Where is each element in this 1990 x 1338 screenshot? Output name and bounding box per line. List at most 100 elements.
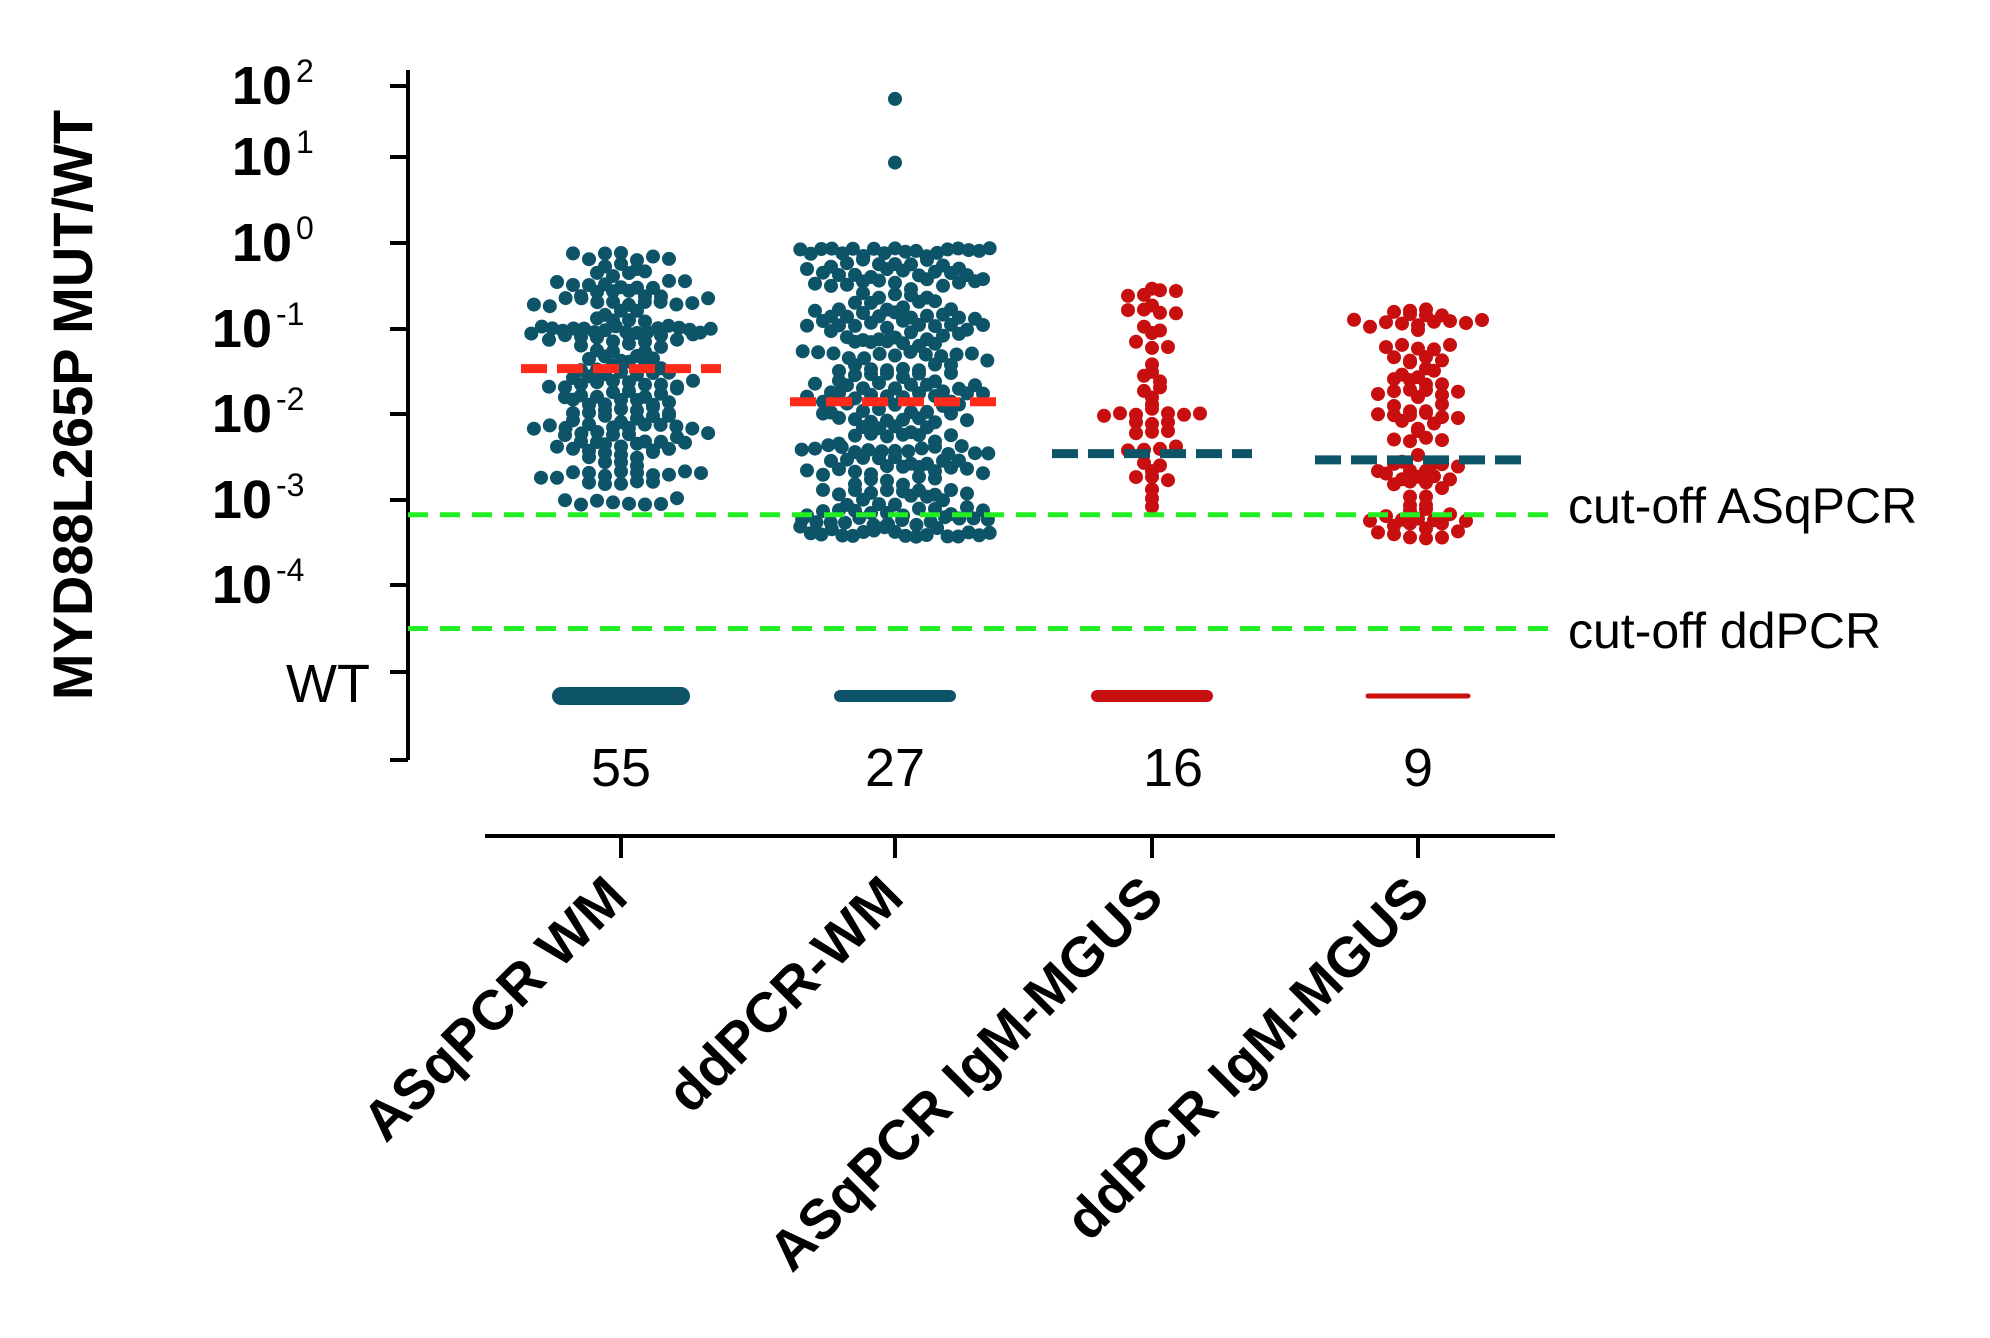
data-point (542, 418, 557, 433)
data-point (951, 529, 966, 544)
y-tick-group-2: 10 0 (232, 210, 408, 273)
y-tick-group-wt: WT (286, 654, 408, 714)
medians-layer (521, 364, 1521, 465)
data-point (582, 252, 596, 267)
data-point (888, 419, 902, 434)
data-point (542, 332, 556, 347)
data-point (872, 421, 886, 436)
data-point (1419, 302, 1433, 317)
data-point (558, 380, 572, 395)
data-point (669, 297, 684, 312)
data-point (972, 528, 987, 543)
data-point (920, 308, 934, 323)
y-tick-exponent: 0 (296, 210, 314, 246)
data-point (1427, 363, 1441, 378)
data-point (960, 500, 974, 515)
data-point (622, 496, 636, 511)
data-point (1153, 305, 1167, 320)
data-point (526, 297, 541, 312)
data-point (662, 467, 676, 482)
data-point (920, 252, 934, 267)
data-point (1427, 469, 1441, 484)
data-point (1403, 404, 1417, 419)
data-point (669, 419, 684, 434)
data-point (976, 272, 990, 287)
data-point (832, 462, 846, 477)
data-point (1169, 284, 1183, 298)
data-point (650, 321, 665, 336)
wt-count-2: 16 (1143, 738, 1203, 798)
data-point (1435, 308, 1449, 323)
data-point (606, 385, 620, 400)
y-tick-group-1: 10 1 (232, 124, 408, 187)
data-point (582, 417, 596, 432)
data-point (920, 456, 934, 471)
data-point (1347, 312, 1361, 327)
wt-count-1: 27 (865, 738, 925, 798)
data-point (912, 317, 926, 332)
data-point (574, 388, 588, 403)
data-point (1395, 316, 1409, 331)
data-point (840, 309, 854, 324)
data-point (686, 373, 700, 388)
data-point (566, 465, 580, 480)
data-point (864, 485, 878, 500)
data-point (832, 410, 846, 425)
data-point (1161, 415, 1175, 430)
data-point (1419, 405, 1433, 420)
data-point (872, 309, 886, 324)
data-point (614, 439, 628, 454)
data-point (909, 243, 924, 258)
data-point (558, 420, 573, 435)
data-point (880, 366, 894, 381)
y-tick-group-4: 10 -2 (212, 381, 408, 444)
data-point (1371, 407, 1385, 422)
data-point (1403, 434, 1417, 449)
data-point (590, 389, 604, 404)
y-tick-exponent: 1 (296, 124, 314, 160)
data-point (629, 325, 644, 340)
data-point (1137, 368, 1151, 383)
data-point (840, 256, 854, 271)
data-point (838, 515, 852, 530)
data-point (944, 266, 958, 280)
data-point (954, 439, 969, 454)
data-point (1371, 387, 1385, 401)
data-point (1097, 408, 1111, 423)
data-point (920, 377, 934, 392)
data-point (646, 409, 660, 424)
data-point (630, 450, 644, 465)
data-point (614, 415, 628, 429)
data-point (670, 491, 684, 506)
data-point (1411, 424, 1425, 438)
data-point (976, 466, 990, 481)
data-point (619, 325, 634, 340)
data-point (1137, 302, 1151, 317)
data-point (608, 319, 623, 334)
data-point (638, 497, 652, 512)
data-point (582, 475, 596, 490)
data-point (1363, 513, 1377, 528)
data-point (960, 322, 974, 337)
cutoff-label-ddpcr: cut-off ddPCR (1568, 603, 1881, 659)
cutoff-label-asqpcr: cut-off ASqPCR (1568, 478, 1917, 534)
data-point (1435, 353, 1449, 368)
data-point (630, 303, 644, 318)
data-point (1387, 384, 1401, 399)
data-point (866, 241, 881, 256)
data-point (888, 287, 902, 302)
data-point (1387, 527, 1401, 542)
data-point (534, 470, 548, 485)
data-point (1193, 406, 1207, 421)
data-point (811, 345, 826, 360)
data-point (1137, 287, 1151, 302)
data-point (960, 268, 974, 283)
data-point (550, 275, 564, 289)
data-point (1427, 416, 1441, 431)
data-point (630, 436, 644, 451)
data-point (896, 263, 910, 278)
data-point (877, 246, 892, 261)
data-point (912, 469, 926, 484)
data-point (857, 351, 872, 366)
data-point (856, 252, 870, 267)
